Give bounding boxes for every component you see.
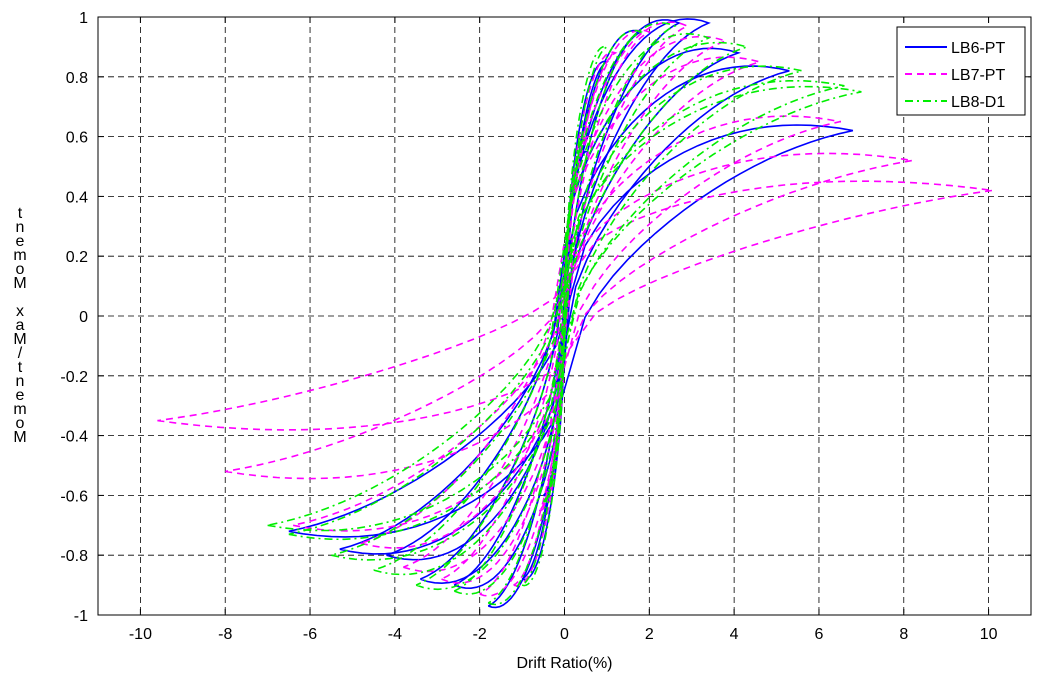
y-label-glyph: o: [16, 261, 25, 278]
series-loop: [360, 56, 763, 549]
series-loop: [339, 65, 790, 555]
series-lb8-d1: [267, 22, 862, 606]
y-label-glyph: a: [16, 317, 25, 334]
y-tick-label: -0.6: [60, 488, 88, 505]
legend-entry: LB7-PT: [951, 67, 1005, 84]
x-tick-label: -6: [303, 626, 317, 643]
axis-ticks: -10 -8 -6 -4 -2 0 2 4 6 8 10 1 0.8 0.6 0.4 0.2 0 -0.2 -0.4…: [60, 10, 1031, 643]
x-tick-label: 2: [645, 626, 654, 643]
x-tick-label: 10: [980, 626, 998, 643]
y-label-glyph: n: [16, 373, 25, 390]
y-label-glyph: e: [16, 233, 25, 250]
x-tick-label: -4: [388, 626, 402, 643]
legend-entry: LB6-PT: [951, 40, 1005, 57]
y-tick-label: -0.8: [60, 548, 88, 565]
y-label-glyph: /: [18, 345, 23, 362]
y-tick-label: 0.8: [66, 70, 88, 87]
series-loop: [373, 41, 750, 576]
y-label-glyph: t: [18, 359, 23, 376]
series-loop: [415, 32, 711, 591]
y-label-glyph: n: [16, 219, 25, 236]
x-tick-label: 4: [730, 626, 739, 643]
y-tick-label: -1: [74, 608, 88, 625]
y-label-glyph: o: [16, 415, 25, 432]
x-tick-label: -8: [218, 626, 232, 643]
y-label-glyph: M: [13, 275, 26, 292]
series-loop: [288, 124, 854, 538]
y-label-glyph: x: [16, 303, 24, 320]
x-tick-label: -10: [129, 626, 152, 643]
series-loop: [521, 45, 609, 587]
series-loop: [479, 29, 652, 597]
y-tick-label: 0: [79, 309, 88, 326]
x-tick-label: 6: [815, 626, 824, 643]
series-loop: [331, 65, 803, 561]
series-loop: [386, 47, 742, 561]
series-loop: [487, 29, 643, 606]
legend-entry: LB8-D1: [951, 94, 1005, 111]
y-tick-label: 0.2: [66, 249, 88, 266]
y-tick-label: 0.4: [66, 189, 88, 206]
series-loop: [513, 51, 618, 587]
y-label-glyph: e: [16, 387, 25, 404]
y-tick-label: 1: [79, 10, 88, 27]
x-tick-label: 0: [560, 626, 569, 643]
y-label-glyph: m: [13, 247, 26, 264]
y-tick-label: 0.6: [66, 130, 88, 147]
series-loop: [441, 21, 690, 584]
x-tick-label: 8: [899, 626, 908, 643]
y-tick-label: -0.4: [60, 429, 88, 446]
y-label-glyph: m: [13, 401, 26, 418]
x-tick-label: -2: [473, 626, 487, 643]
y-label-glyph: M: [13, 331, 26, 348]
series-loop: [157, 180, 993, 431]
series-loop: [267, 85, 862, 532]
series-loop: [288, 80, 845, 541]
series-layer: [157, 18, 993, 609]
y-tick-label: -0.2: [60, 369, 88, 386]
series-loop: [453, 22, 677, 595]
x-axis-label: Drift Ratio(%): [516, 655, 612, 672]
series-loop: [402, 35, 729, 573]
y-label-glyph: t: [18, 205, 23, 222]
legend: LB6-PT LB7-PT LB8-D1: [896, 26, 1026, 116]
series-loop: [225, 152, 913, 480]
y-label-glyph: M: [13, 429, 26, 446]
